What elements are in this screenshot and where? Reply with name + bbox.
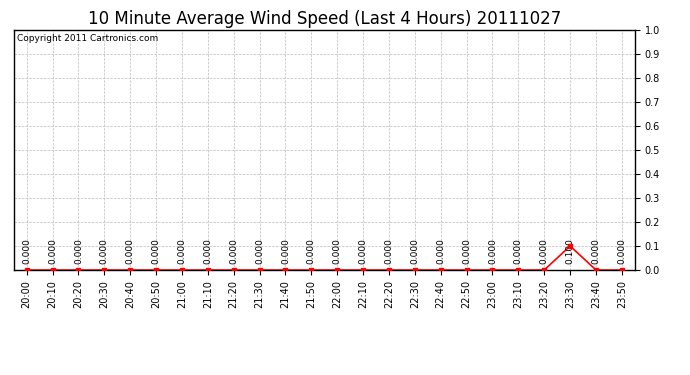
Text: 0.000: 0.000 [540, 238, 549, 264]
Text: 0.000: 0.000 [126, 238, 135, 264]
Text: 0.000: 0.000 [74, 238, 83, 264]
Text: 0.000: 0.000 [255, 238, 264, 264]
Text: 0.000: 0.000 [100, 238, 109, 264]
Text: 0.000: 0.000 [307, 238, 316, 264]
Text: 0.000: 0.000 [333, 238, 342, 264]
Text: 0.000: 0.000 [281, 238, 290, 264]
Title: 10 Minute Average Wind Speed (Last 4 Hours) 20111027: 10 Minute Average Wind Speed (Last 4 Hou… [88, 10, 561, 28]
Text: 0.000: 0.000 [436, 238, 445, 264]
Text: 0.000: 0.000 [48, 238, 57, 264]
Text: 0.000: 0.000 [618, 238, 627, 264]
Text: 0.000: 0.000 [411, 238, 420, 264]
Text: 0.000: 0.000 [22, 238, 31, 264]
Text: 0.000: 0.000 [359, 238, 368, 264]
Text: 0.100: 0.100 [566, 238, 575, 264]
Text: 0.000: 0.000 [514, 238, 523, 264]
Text: 0.000: 0.000 [488, 238, 497, 264]
Text: Copyright 2011 Cartronics.com: Copyright 2011 Cartronics.com [17, 34, 158, 43]
Text: 0.000: 0.000 [229, 238, 238, 264]
Text: 0.000: 0.000 [204, 238, 213, 264]
Text: 0.000: 0.000 [152, 238, 161, 264]
Text: 0.000: 0.000 [591, 238, 600, 264]
Text: 0.000: 0.000 [177, 238, 186, 264]
Text: 0.000: 0.000 [462, 238, 471, 264]
Text: 0.000: 0.000 [384, 238, 393, 264]
